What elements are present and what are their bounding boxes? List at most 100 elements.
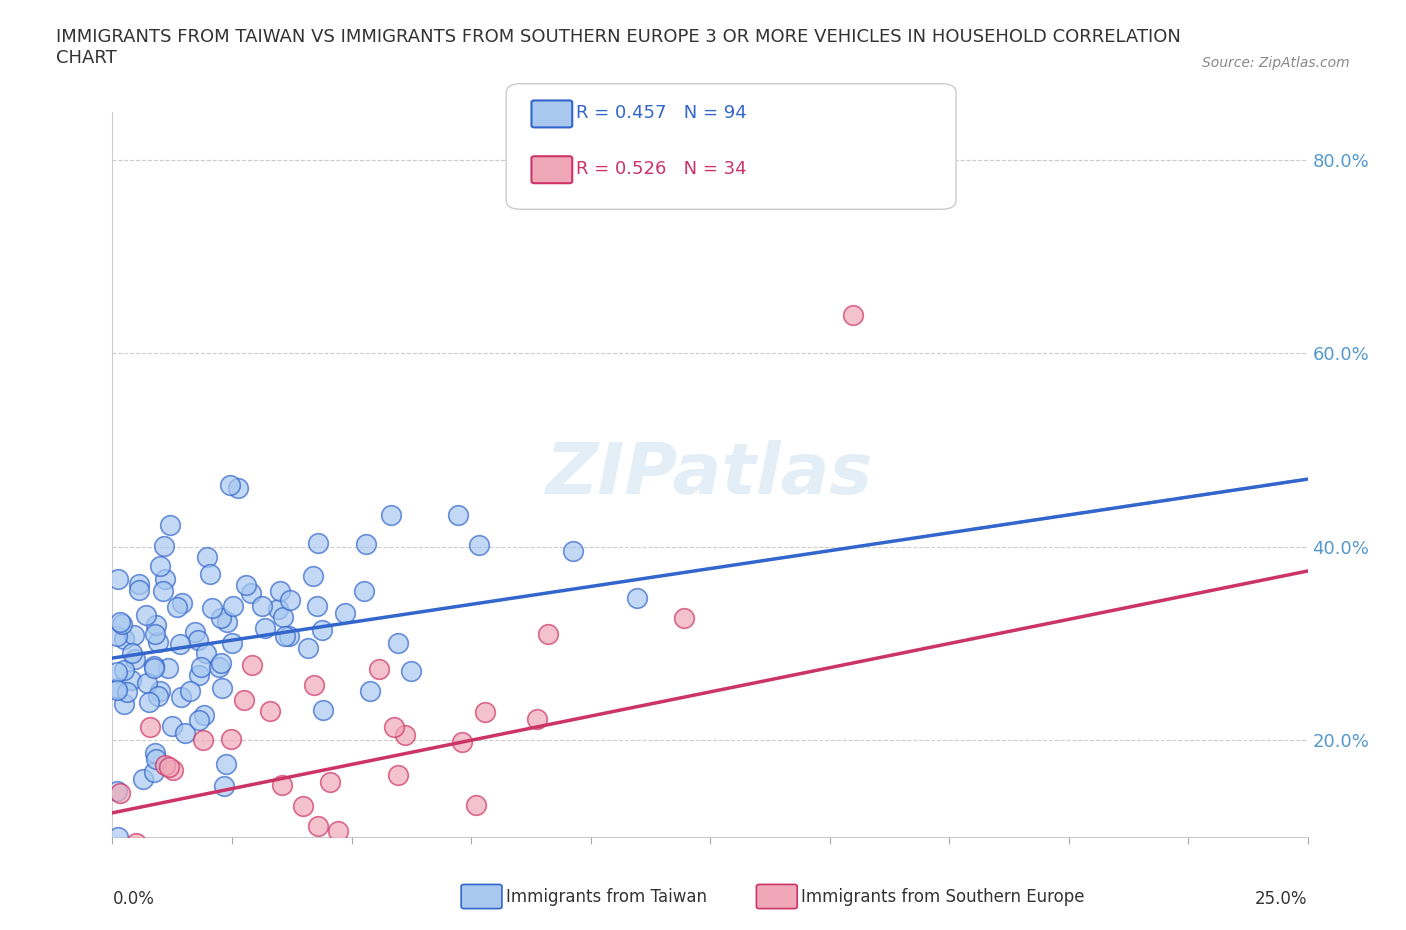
Point — [136, 676, 159, 691]
Point — [105, 683, 128, 698]
Point — [124, 651, 146, 666]
Point — [297, 641, 319, 656]
Point — [112, 663, 135, 678]
Point — [146, 688, 169, 703]
Point — [305, 598, 328, 613]
Text: Immigrants from Southern Europe: Immigrants from Southern Europe — [801, 887, 1085, 906]
Point — [105, 680, 128, 695]
Point — [233, 693, 256, 708]
Text: Immigrants from Taiwan: Immigrants from Taiwan — [506, 887, 707, 906]
Point — [105, 629, 128, 644]
Point — [367, 662, 389, 677]
Point — [226, 481, 249, 496]
Point — [451, 735, 474, 750]
Point — [190, 659, 212, 674]
Text: IMMIGRANTS FROM TAIWAN VS IMMIGRANTS FROM SOUTHERN EUROPE 3 OR MORE VEHICLES IN : IMMIGRANTS FROM TAIWAN VS IMMIGRANTS FRO… — [56, 28, 1181, 67]
Point — [135, 607, 157, 622]
Point — [235, 578, 257, 592]
Point — [179, 684, 201, 698]
Point — [278, 593, 301, 608]
Point — [269, 583, 291, 598]
Text: 25.0%: 25.0% — [1256, 890, 1308, 909]
Point — [673, 611, 696, 626]
Point — [221, 636, 243, 651]
Point — [464, 798, 486, 813]
Point — [307, 536, 329, 551]
Point — [139, 719, 162, 734]
Point — [195, 550, 218, 565]
Point — [292, 799, 315, 814]
Point — [132, 772, 155, 787]
Point — [152, 584, 174, 599]
Point — [626, 591, 648, 605]
Point — [120, 673, 142, 688]
Point — [474, 705, 496, 720]
Point — [110, 615, 132, 630]
Point — [122, 628, 145, 643]
Point — [148, 684, 170, 698]
Point — [240, 658, 263, 672]
Point — [193, 708, 215, 723]
Point — [193, 733, 215, 748]
Point — [217, 615, 239, 630]
Point — [108, 785, 131, 800]
Point — [526, 712, 548, 727]
Point — [302, 677, 325, 692]
Point — [157, 661, 180, 676]
Point — [254, 620, 277, 635]
Point — [301, 568, 323, 583]
Point — [271, 777, 294, 792]
Point — [201, 600, 224, 615]
Point — [399, 664, 422, 679]
Point — [252, 599, 274, 614]
Point — [142, 849, 165, 864]
Point — [394, 727, 416, 742]
Point — [208, 659, 231, 674]
Point — [105, 784, 128, 799]
Point — [219, 732, 242, 747]
Point — [387, 767, 409, 782]
Point — [212, 778, 235, 793]
Point — [162, 763, 184, 777]
Point — [380, 508, 402, 523]
Point — [169, 637, 191, 652]
Point — [143, 746, 166, 761]
Point — [537, 627, 560, 642]
Point — [343, 846, 366, 861]
Point — [121, 645, 143, 660]
Point — [259, 704, 281, 719]
Point — [112, 697, 135, 711]
Point — [354, 536, 377, 551]
Point — [143, 658, 166, 673]
Point — [219, 478, 242, 493]
Point — [194, 645, 217, 660]
Point — [273, 629, 295, 644]
Point — [215, 756, 238, 771]
Point — [107, 572, 129, 587]
Point — [153, 757, 176, 772]
Point — [387, 635, 409, 650]
Point — [142, 661, 165, 676]
Point — [157, 760, 180, 775]
Point — [468, 538, 491, 553]
Point — [311, 622, 333, 637]
Point — [266, 601, 288, 616]
Point — [446, 508, 468, 523]
Point — [128, 577, 150, 591]
Point — [162, 849, 184, 864]
Point — [169, 690, 191, 705]
Point — [312, 702, 335, 717]
Point — [277, 629, 299, 644]
Point — [149, 559, 172, 574]
Point — [125, 835, 148, 850]
Point — [107, 830, 129, 844]
Text: ZIPatlas: ZIPatlas — [547, 440, 873, 509]
Point — [209, 611, 232, 626]
Point — [187, 713, 209, 728]
Point — [148, 635, 170, 650]
Point — [111, 617, 134, 631]
Point — [128, 582, 150, 597]
Point — [353, 584, 375, 599]
Point — [319, 774, 342, 789]
Point — [187, 668, 209, 683]
